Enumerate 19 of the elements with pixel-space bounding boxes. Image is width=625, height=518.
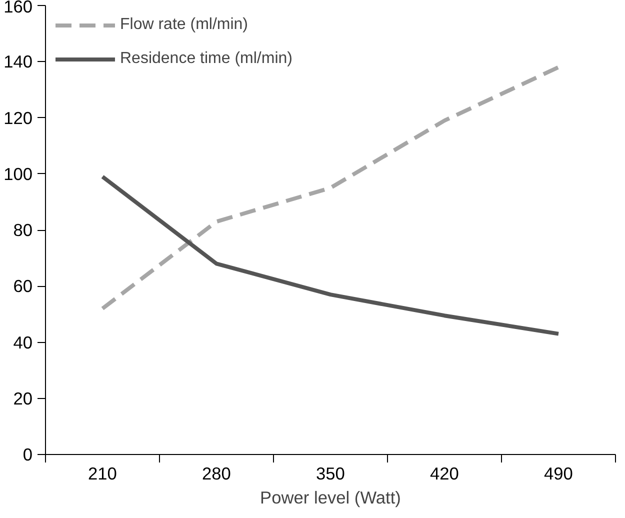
y-tick-label: 60 <box>13 276 33 296</box>
y-tick-label: 160 <box>4 0 33 16</box>
x-tick-label: 280 <box>202 464 231 484</box>
x-axis-title: Power level (Watt) <box>260 488 401 508</box>
y-tick-label: 120 <box>4 108 33 128</box>
x-tick-label: 490 <box>544 464 573 484</box>
y-tick-label: 20 <box>13 388 33 408</box>
legend-label: Flow rate (ml/min) <box>120 16 248 34</box>
y-tick-label: 100 <box>4 164 33 184</box>
line-series <box>100 65 560 311</box>
y-tick-label: 80 <box>13 220 33 240</box>
y-tick-label: 140 <box>4 52 33 72</box>
x-tick-label: 350 <box>316 464 345 484</box>
line-series <box>100 174 560 336</box>
x-tick-label: 210 <box>88 464 117 484</box>
legend-label: Residence time (ml/min) <box>120 50 292 68</box>
x-tick-label: 420 <box>430 464 459 484</box>
y-tick-label: 0 <box>22 444 33 464</box>
y-tick-label: 40 <box>13 332 33 352</box>
